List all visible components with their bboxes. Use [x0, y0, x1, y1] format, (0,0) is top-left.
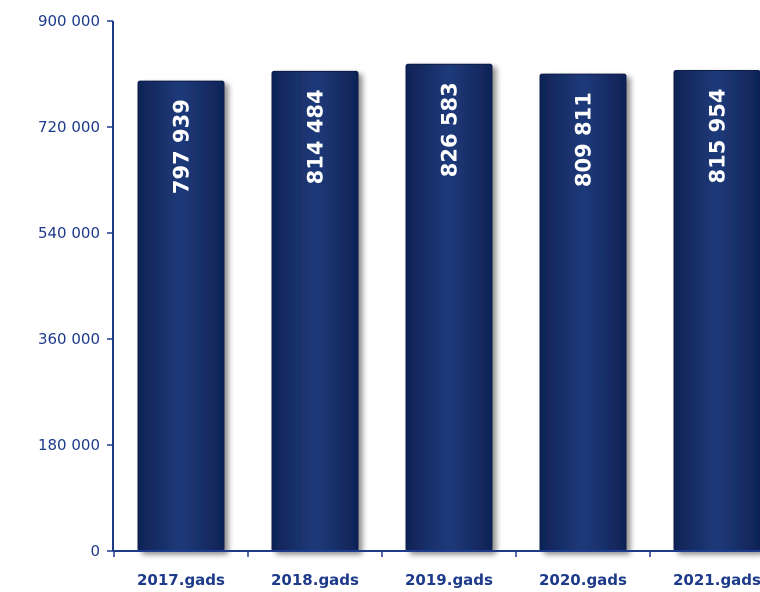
data-label-2019.gads: 826 583 [437, 82, 461, 177]
x-tick-label: 2019.gads [405, 571, 493, 589]
x-tick-label: 2018.gads [271, 571, 359, 589]
data-label-2017.gads: 797 939 [169, 99, 193, 194]
y-tick-label: 0 [90, 542, 100, 560]
data-label-2020.gads: 809 811 [571, 92, 595, 187]
x-tick-label: 2021.gads [673, 571, 760, 589]
y-tick-label: 540 000 [38, 224, 100, 242]
data-label-2021.gads: 815 954 [705, 88, 729, 183]
axes [112, 21, 760, 552]
y-tick-label: 720 000 [38, 118, 100, 136]
x-tick-label: 2020.gads [539, 571, 627, 589]
y-tick-label: 900 000 [38, 12, 100, 30]
y-tick-label: 180 000 [38, 436, 100, 454]
x-axis-ticks: 2017.gads 2018.gads 2019.gads 2020.gads 2021… [113, 551, 760, 589]
x-tick-label: 2017.gads [137, 571, 225, 589]
y-axis-ticks: 0 180 000 360 000 540 000 720 000 900 000 [38, 12, 113, 560]
data-label-2018.gads: 814 484 [303, 89, 327, 184]
bars: 797 939 814 484 826 583 809 811 815 954 [137, 63, 760, 552]
y-tick-label: 360 000 [38, 330, 100, 348]
